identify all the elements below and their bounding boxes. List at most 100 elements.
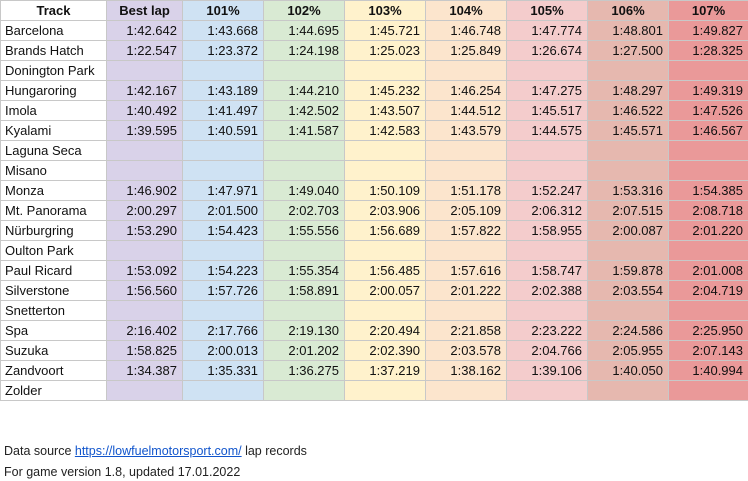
- lap-time-cell: 2:02.703: [263, 200, 345, 221]
- lap-time-cell: [106, 240, 183, 261]
- lap-time-cell: 1:48.801: [587, 20, 669, 41]
- lap-time-cell: 1:42.502: [263, 100, 345, 121]
- lap-time-cell: 2:00.297: [106, 200, 183, 221]
- lap-time-cell: [587, 160, 669, 181]
- lap-time-cell: 2:21.858: [425, 320, 507, 341]
- lap-time-cell: 2:01.222: [425, 280, 507, 301]
- table-row: Monza 1:46.902 1:47.971 1:49.040 1:50.109 1:5…: [0, 180, 748, 201]
- lap-time-cell: [668, 140, 748, 161]
- lap-time-cell: 2:00.057: [344, 280, 426, 301]
- track-name-cell: Donington Park: [0, 60, 107, 81]
- lap-time-cell: [506, 60, 588, 81]
- lap-time-cell: 1:25.849: [425, 40, 507, 61]
- lap-time-cell: 2:07.515: [587, 200, 669, 221]
- lap-time-cell: [263, 300, 345, 321]
- lap-time-cell: [106, 140, 183, 161]
- lap-time-cell: 1:40.050: [587, 360, 669, 381]
- track-name-cell: Silverstone: [0, 280, 107, 301]
- lap-time-cell: 1:49.040: [263, 180, 345, 201]
- lap-time-cell: [344, 240, 426, 261]
- track-name-cell: Spa: [0, 320, 107, 341]
- track-name-cell: Paul Ricard: [0, 260, 107, 281]
- lap-time-cell: 1:44.575: [506, 120, 588, 141]
- lap-time-cell: 1:53.316: [587, 180, 669, 201]
- lap-time-cell: [506, 380, 588, 401]
- track-name-cell: Monza: [0, 180, 107, 201]
- lap-time-cell: [587, 300, 669, 321]
- lap-time-cell: 1:54.423: [182, 220, 264, 241]
- lap-time-cell: 1:36.275: [263, 360, 345, 381]
- lap-time-cell: 2:03.554: [587, 280, 669, 301]
- lap-time-cell: 1:39.595: [106, 120, 183, 141]
- column-header-106: 106%: [587, 0, 669, 21]
- lap-time-cell: 1:47.774: [506, 20, 588, 41]
- track-name-cell: Imola: [0, 100, 107, 121]
- lap-time-cell: 1:45.571: [587, 120, 669, 141]
- lap-time-cell: 1:46.902: [106, 180, 183, 201]
- lap-time-cell: 2:03.578: [425, 340, 507, 361]
- data-source-link[interactable]: https://lowfuelmotorsport.com/: [74, 444, 242, 458]
- lap-time-cell: 2:01.008: [668, 260, 748, 281]
- lap-time-cell: [506, 160, 588, 181]
- track-name-cell: Mt. Panorama: [0, 200, 107, 221]
- table-row: Imola 1:40.492 1:41.497 1:42.502 1:43.507 1:4…: [0, 100, 748, 121]
- column-header-105: 105%: [506, 0, 588, 21]
- lap-time-cell: 1:43.189: [182, 80, 264, 101]
- lap-time-cell: [182, 300, 264, 321]
- lap-time-cell: 1:56.689: [344, 220, 426, 241]
- lap-time-cell: [263, 160, 345, 181]
- lap-time-cell: [182, 60, 264, 81]
- lap-time-cell: [668, 160, 748, 181]
- lap-time-cell: 1:58.747: [506, 260, 588, 281]
- data-source-suffix: lap records: [241, 444, 307, 458]
- column-header-104: 104%: [425, 0, 507, 21]
- lap-time-cell: 2:05.109: [425, 200, 507, 221]
- lap-time-cell: [263, 380, 345, 401]
- lap-time-cell: [506, 240, 588, 261]
- lap-time-cell: 2:04.766: [506, 340, 588, 361]
- lap-time-cell: [587, 140, 669, 161]
- lap-time-cell: 1:43.579: [425, 120, 507, 141]
- lap-time-cell: 1:39.106: [506, 360, 588, 381]
- track-name-cell: Suzuka: [0, 340, 107, 361]
- lap-time-cell: 1:43.668: [182, 20, 264, 41]
- lap-time-cell: 1:42.642: [106, 20, 183, 41]
- lap-time-cell: [668, 240, 748, 261]
- lap-time-cell: 1:58.955: [506, 220, 588, 241]
- lap-time-cell: [344, 300, 426, 321]
- lap-time-cell: 1:47.971: [182, 180, 264, 201]
- table-row: Kyalami 1:39.595 1:40.591 1:41.587 1:42.583 1…: [0, 120, 748, 141]
- lap-time-cell: 1:23.372: [182, 40, 264, 61]
- table-row: Zolder: [0, 380, 748, 401]
- lap-time-cell: 1:53.290: [106, 220, 183, 241]
- lap-time-cell: 1:22.547: [106, 40, 183, 61]
- lap-time-cell: 2:06.312: [506, 200, 588, 221]
- track-name-cell: Nürburgring: [0, 220, 107, 241]
- lap-time-cell: 1:38.162: [425, 360, 507, 381]
- lap-time-cell: 1:55.556: [263, 220, 345, 241]
- lap-time-cell: 2:16.402: [106, 320, 183, 341]
- lap-time-cell: 1:49.827: [668, 20, 748, 41]
- table-row: Misano: [0, 160, 748, 181]
- lap-time-cell: [106, 160, 183, 181]
- lap-time-cell: 1:35.331: [182, 360, 264, 381]
- column-header-track: Track: [0, 0, 107, 21]
- column-header-best-lap: Best lap: [106, 0, 183, 21]
- track-name-cell: Snetterton: [0, 300, 107, 321]
- column-header-103: 103%: [344, 0, 426, 21]
- table-row: Nürburgring 1:53.290 1:54.423 1:55.556 1:56.…: [0, 220, 748, 241]
- track-name-cell: Oulton Park: [0, 240, 107, 261]
- lap-time-cell: [106, 300, 183, 321]
- lap-time-cell: 2:04.719: [668, 280, 748, 301]
- lap-time-cell: 2:07.143: [668, 340, 748, 361]
- track-name-cell: Zandvoort: [0, 360, 107, 381]
- lap-time-cell: 1:50.109: [344, 180, 426, 201]
- lap-time-cell: [506, 300, 588, 321]
- table-row: Mt. Panorama 2:00.297 2:01.500 2:02.703 2:03…: [0, 200, 748, 221]
- lap-time-cell: 1:45.232: [344, 80, 426, 101]
- lap-time-cell: 2:05.955: [587, 340, 669, 361]
- lap-time-cell: 1:43.507: [344, 100, 426, 121]
- lap-time-cell: [344, 160, 426, 181]
- lap-time-cell: 1:58.825: [106, 340, 183, 361]
- lap-time-cell: 2:03.906: [344, 200, 426, 221]
